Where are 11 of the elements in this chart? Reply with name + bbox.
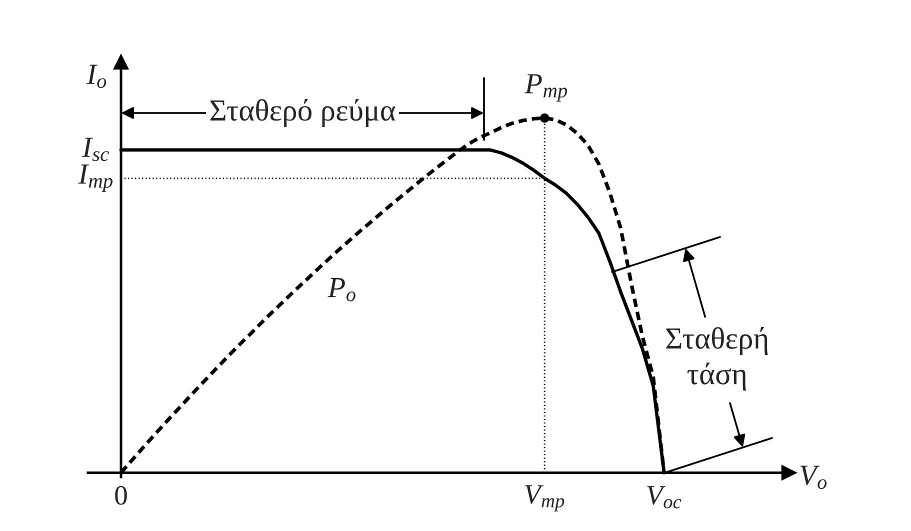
annotation: Σταθερή τάση xyxy=(666,327,768,391)
annotation: Σταθερό ρεύμα xyxy=(210,98,396,128)
y-axis-title: I$_{o}$ xyxy=(86,64,106,88)
x-tick-label: V$_{mp}$ xyxy=(525,485,564,512)
annotation: I$_{mp}$ xyxy=(78,164,113,192)
annotation: P$_{mp}$ xyxy=(524,74,568,102)
series-label: P$_{o}$ xyxy=(328,278,356,302)
x-axis-title: V$_{o}$ xyxy=(800,466,827,490)
x-tick-label: V$_{oc}$ xyxy=(647,486,682,508)
annotation: I$_{sc}$ xyxy=(82,138,109,162)
x-tick-label: 0 xyxy=(115,486,127,505)
